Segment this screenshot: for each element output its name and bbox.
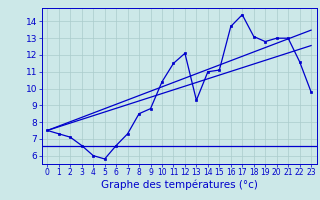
X-axis label: Graphe des températures (°c): Graphe des températures (°c) bbox=[101, 180, 258, 190]
